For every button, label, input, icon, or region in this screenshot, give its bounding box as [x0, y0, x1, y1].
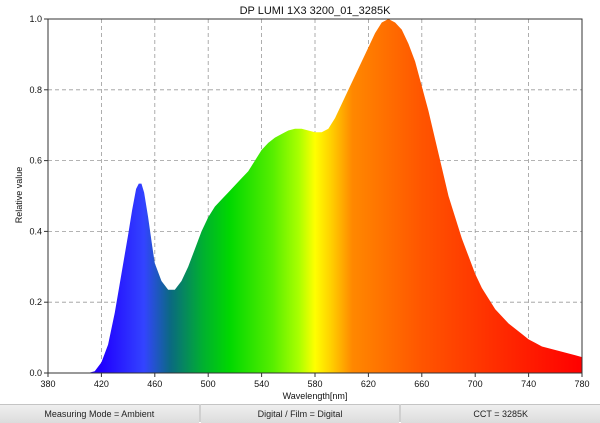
measuring-mode-status: Measuring Mode = Ambient	[0, 404, 199, 423]
y-axis-label: Relative value	[14, 167, 24, 224]
spectrum-area-layer	[48, 19, 582, 373]
y-tick-label: 0.2	[29, 297, 42, 307]
x-tick-label: 780	[574, 379, 589, 389]
spectrum-area	[48, 19, 582, 373]
x-tick-label: 380	[40, 379, 55, 389]
y-tick-label: 1.0	[29, 14, 42, 24]
axes: 380 420 460 500 540 580 620 660 700 740 780 0.0 0.2 0…	[29, 14, 589, 389]
x-tick-label: 740	[521, 379, 536, 389]
y-tick-label: 0.6	[29, 156, 42, 166]
x-tick-label: 420	[94, 379, 109, 389]
x-tick-label: 620	[361, 379, 376, 389]
y-tick-label: 0.8	[29, 85, 42, 95]
x-axis-label: Wavelength[nm]	[283, 391, 348, 401]
y-tick-label: 0.4	[29, 226, 42, 236]
x-tick-label: 580	[307, 379, 322, 389]
spectrum-chart: DP LUMI 1X3 3200_01_3285K Relative value…	[14, 5, 590, 401]
x-tick-label: 500	[201, 379, 216, 389]
digital-film-status: Digital / Film = Digital	[200, 404, 400, 423]
chart-title: DP LUMI 1X3 3200_01_3285K	[240, 5, 392, 17]
x-tick-label: 460	[147, 379, 162, 389]
status-bar: Measuring Mode = Ambient Digital / Film …	[0, 404, 600, 423]
x-tick-label: 660	[414, 379, 429, 389]
cct-status: CCT = 3285K	[401, 404, 600, 423]
x-tick-label: 540	[254, 379, 269, 389]
x-tick-label: 700	[468, 379, 483, 389]
y-tick-label: 0.0	[29, 368, 42, 378]
